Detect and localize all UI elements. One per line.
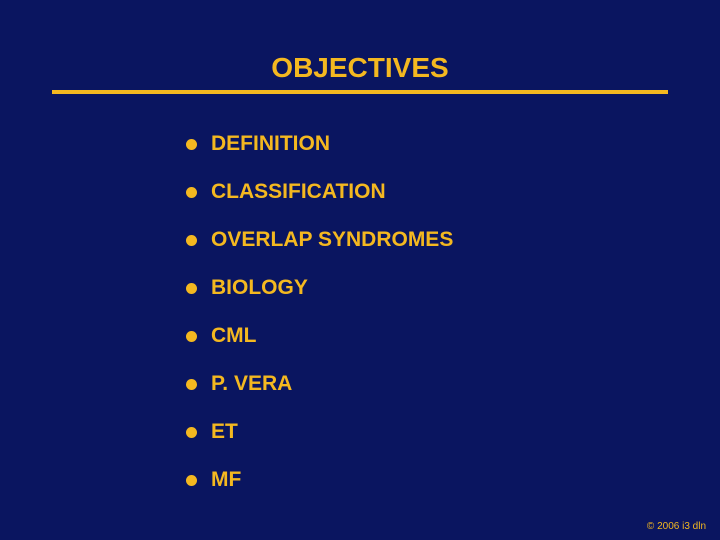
list-item: P. VERA [186,372,720,396]
bullet-icon [186,475,197,486]
list-item-label: ET [211,420,238,444]
bullet-icon [186,283,197,294]
copyright-text: © 2006 i3 dln [647,521,706,532]
list-item: BIOLOGY [186,276,720,300]
list-item: OVERLAP SYNDROMES [186,228,720,252]
list-item-label: BIOLOGY [211,276,308,300]
list-item-label: MF [211,468,241,492]
bullet-icon [186,235,197,246]
bullet-icon [186,379,197,390]
bullet-icon [186,187,197,198]
bullet-icon [186,427,197,438]
list-item-label: CML [211,324,257,348]
list-item: ET [186,420,720,444]
bullet-icon [186,331,197,342]
list-item-label: CLASSIFICATION [211,180,386,204]
list-item: CML [186,324,720,348]
title-underline [52,90,668,94]
page-title: OBJECTIVES [0,0,720,90]
list-item: MF [186,468,720,492]
list-item: CLASSIFICATION [186,180,720,204]
list-item-label: P. VERA [211,372,292,396]
list-item-label: OVERLAP SYNDROMES [211,228,453,252]
list-item-label: DEFINITION [211,132,330,156]
list-item: DEFINITION [186,132,720,156]
bullet-icon [186,139,197,150]
objectives-list: DEFINITION CLASSIFICATION OVERLAP SYNDRO… [186,132,720,492]
